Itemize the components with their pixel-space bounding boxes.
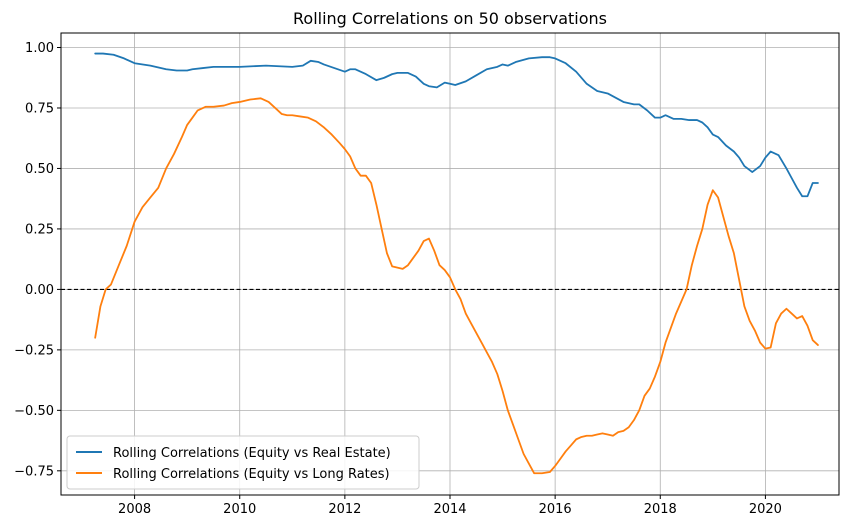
legend-label-long-rates: Rolling Correlations (Equity vs Long Rat… [113,467,390,482]
chart-title: Rolling Correlations on 50 observations [293,9,607,28]
x-tick-label: 2014 [433,502,466,517]
x-tick-label: 2016 [539,502,572,517]
legend-label-real-estate: Rolling Correlations (Equity vs Real Est… [113,446,391,461]
series-line-equity-vs-real-estate [94,52,819,198]
y-tick-label: 0.00 [25,283,54,298]
y-tick-label: −0.50 [14,404,54,419]
series-lines [94,52,819,475]
y-tick-label: −0.25 [14,343,54,358]
y-tick-label: 0.50 [25,162,54,177]
series-line-equity-vs-long-rates [94,97,819,475]
x-tick-label: 2012 [328,502,361,517]
y-axis: −0.75 −0.50 −0.25 0.00 0.25 0.50 0.75 1.00 [14,41,61,479]
y-tick-label: 0.25 [25,222,54,237]
y-tick-label: −0.75 [14,464,54,479]
x-tick-label: 2020 [749,502,782,517]
legend-box [66,435,420,490]
legend: Rolling Correlations (Equity vs Real Est… [66,435,420,490]
x-tick-label: 2018 [644,502,677,517]
x-axis: 2008 2010 2012 2014 2016 2018 2020 [118,495,782,517]
y-tick-label: 1.00 [25,41,54,56]
y-tick-label: 0.75 [25,101,54,116]
x-tick-label: 2010 [223,502,256,517]
x-tick-label: 2008 [118,502,151,517]
